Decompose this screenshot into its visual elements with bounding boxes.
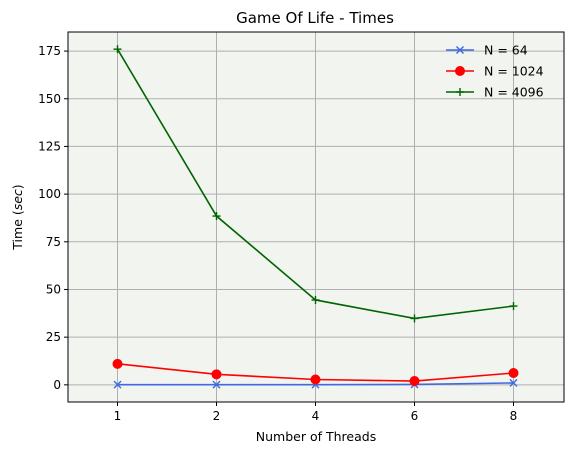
data-point: [455, 66, 465, 76]
legend-entry: N = 64: [446, 43, 528, 58]
y-tick-label: 175: [38, 44, 61, 58]
data-point: [310, 374, 321, 385]
y-tick-label: 50: [46, 282, 61, 296]
data-point: [508, 368, 519, 379]
y-tick-label: 0: [53, 378, 61, 392]
y-axis-label-prefix: Time (: [10, 210, 25, 250]
data-point: [211, 369, 222, 380]
data-point: [409, 376, 420, 387]
y-tick-label: 75: [46, 235, 61, 249]
x-axis-label: Number of Threads: [256, 429, 376, 444]
data-point: [509, 302, 518, 311]
series-layer: [112, 45, 519, 389]
data-point: [212, 212, 221, 221]
y-tick-label: 25: [46, 330, 61, 344]
y-tick-label: 150: [38, 92, 61, 106]
x-tick-label: 6: [411, 409, 419, 423]
data-point: [311, 295, 320, 304]
legend-label: N = 1024: [484, 64, 544, 79]
y-axis-label-suffix: ): [10, 184, 25, 189]
legend: N = 64 N = 1024 N = 4096: [446, 43, 544, 100]
data-point: [410, 314, 419, 323]
x-tick-label: 2: [213, 409, 221, 423]
legend-label: N = 4096: [484, 85, 544, 100]
data-point: [509, 378, 518, 387]
series-n-1024: [112, 358, 519, 387]
legend-entry: N = 4096: [446, 85, 544, 100]
legend-label: N = 64: [484, 43, 528, 58]
data-point: [113, 380, 122, 389]
data-point: [112, 358, 123, 369]
series-n-4096: [113, 45, 518, 323]
x-axis: 1 2 4 6 8: [114, 402, 518, 423]
y-tick-label: 100: [38, 187, 61, 201]
data-point: [456, 46, 464, 54]
x-tick-label: 4: [312, 409, 320, 423]
x-tick-label: 8: [510, 409, 518, 423]
legend-entry: N = 1024: [446, 64, 544, 79]
data-point: [113, 45, 122, 54]
y-axis: 0 25 50 75 100 125 150 175: [38, 44, 68, 392]
data-point: [212, 380, 221, 389]
data-point: [456, 88, 464, 96]
y-tick-label: 125: [38, 139, 61, 153]
y-axis-label: Time (sec): [10, 184, 25, 250]
y-axis-label-unit: sec: [10, 189, 25, 210]
chart-title: Game Of Life - Times: [236, 9, 394, 27]
x-tick-label: 1: [114, 409, 122, 423]
